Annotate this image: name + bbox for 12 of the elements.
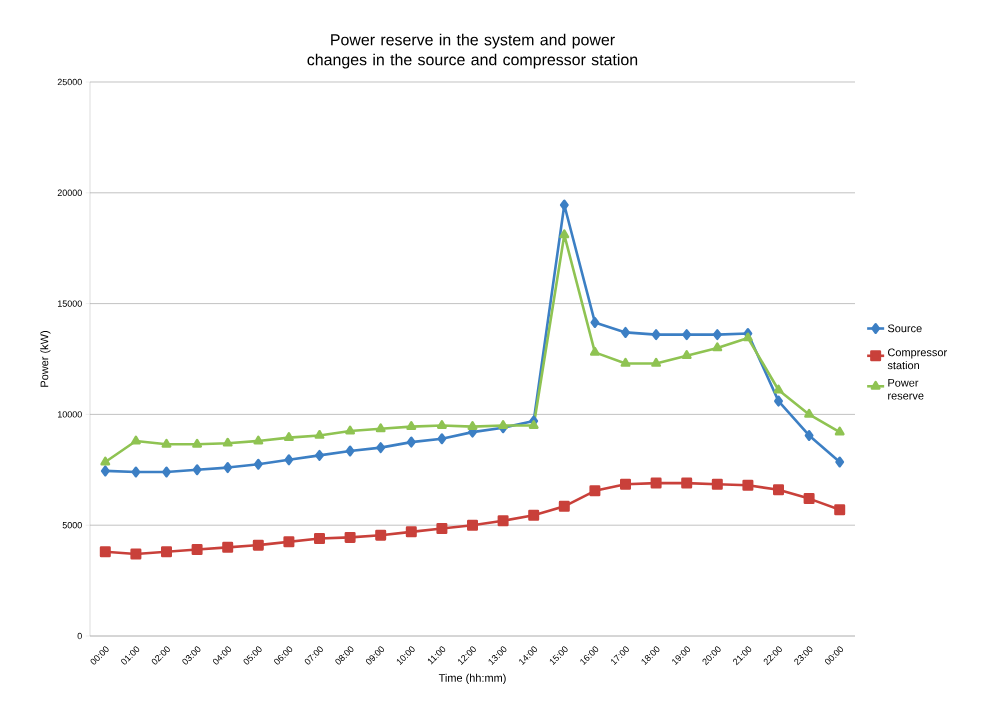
y-tick-label: 25000 — [57, 78, 82, 86]
y-tick-label: 15000 — [57, 300, 82, 307]
x-axis-title: Time (hh:mm) — [438, 673, 506, 685]
y-tick-label: 0 — [77, 632, 82, 640]
legend-label: Power reserve — [888, 379, 924, 400]
legend-label: Source — [887, 324, 922, 333]
y-axis-title: Power (kW) — [40, 331, 51, 387]
chart-title: Power reserve in the system and power changes in the source and compressor station — [307, 33, 638, 69]
legend-label: Compressor station — [887, 348, 947, 370]
y-tick-label: 5000 — [62, 522, 82, 529]
y-tick-label: 10000 — [57, 411, 82, 418]
y-tick-label: 20000 — [57, 189, 82, 196]
